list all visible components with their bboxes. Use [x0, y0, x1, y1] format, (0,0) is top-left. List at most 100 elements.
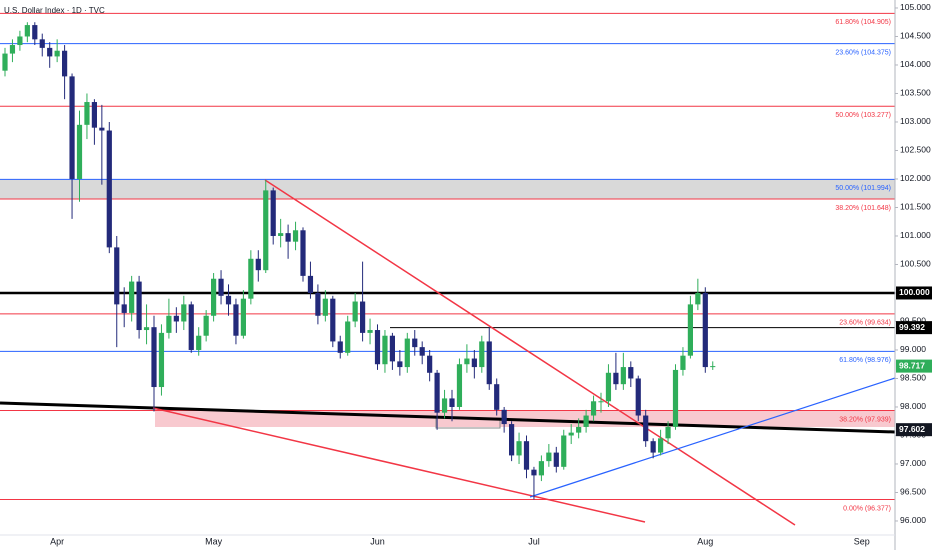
candle-body — [17, 36, 23, 46]
fib-label: 23.60% (99.634) — [839, 320, 891, 327]
candle-body — [106, 130, 112, 248]
y-tick-label: 101.500 — [900, 202, 931, 212]
candle-body — [263, 190, 269, 271]
price-tag-label: 97.602 — [899, 424, 925, 434]
candle-body — [561, 435, 567, 467]
candle-body — [360, 301, 366, 333]
candle-body — [509, 424, 515, 456]
candle-body — [278, 233, 284, 236]
candle-body — [2, 53, 8, 71]
candle-body — [270, 190, 276, 236]
fib-label: 50.00% (103.277) — [835, 112, 891, 119]
x-tick-label: May — [205, 536, 223, 546]
y-tick-label: 97.000 — [900, 458, 926, 468]
candles — [2, 22, 716, 500]
chart-title: U.S. Dollar Index · 1D · TVC — [4, 6, 105, 15]
price-tag — [896, 423, 932, 437]
candle-body — [151, 327, 157, 388]
candle-body — [158, 332, 165, 388]
y-tick-label: 98.500 — [900, 373, 926, 383]
candle-body — [568, 432, 574, 436]
resistance-trendline — [264, 179, 796, 526]
candle-body — [523, 441, 530, 470]
candle-body — [501, 409, 507, 425]
candle-body — [576, 426, 582, 433]
candle-body — [672, 369, 679, 427]
price-tag — [896, 359, 932, 373]
fib-label: 0.00% (96.377) — [843, 505, 891, 512]
candle-body — [315, 292, 321, 316]
candle-body — [687, 304, 693, 356]
y-tick-label: 103.000 — [900, 116, 931, 126]
y-tick-label: 96.000 — [900, 515, 926, 525]
candle-body — [434, 372, 440, 413]
candle-body — [635, 378, 641, 416]
candle-body — [553, 452, 559, 467]
fib-label: 23.60% (104.375) — [835, 49, 891, 56]
x-tick-label: Aug — [697, 536, 713, 546]
candle-body — [427, 355, 433, 373]
candle-body — [628, 367, 634, 379]
x-tick-label: Apr — [50, 536, 64, 546]
candle-body — [143, 327, 150, 331]
candle-body — [47, 47, 53, 57]
candle-body — [665, 426, 671, 439]
candle-body — [404, 338, 410, 368]
candle-body — [352, 301, 358, 322]
price-axis — [895, 0, 932, 550]
x-tick-label: Jul — [528, 536, 540, 546]
y-tick-label: 102.500 — [900, 145, 931, 155]
candle-body — [397, 361, 403, 368]
candle-body — [188, 304, 194, 350]
candle-body — [24, 25, 30, 37]
candle-body — [464, 358, 470, 365]
y-tick-label: 100.500 — [900, 259, 931, 269]
candle-body — [382, 335, 388, 365]
y-tick-label: 104.500 — [900, 31, 931, 41]
candle-body — [449, 398, 455, 407]
candle-body — [479, 341, 485, 368]
candle-body — [76, 124, 83, 179]
price-tag — [896, 286, 932, 300]
candle-body — [84, 102, 90, 125]
candle-body — [590, 401, 597, 416]
candle-body — [307, 275, 314, 293]
candle-body — [367, 330, 373, 333]
candle-body — [494, 384, 500, 410]
candle-body — [620, 367, 626, 385]
price-tag-label: 99.392 — [899, 322, 925, 332]
candle-body — [337, 341, 343, 353]
candle-body — [114, 247, 120, 305]
candle-body — [419, 347, 425, 356]
y-tick-label: 96.500 — [900, 487, 926, 497]
gray-zone — [0, 179, 895, 199]
candle-body — [129, 281, 135, 313]
fib-levels: 61.80% (104.905) 23.60% (104.375) 50.00% (… — [0, 12, 895, 512]
candle-body — [650, 441, 656, 453]
y-tick-label: 105.000 — [900, 2, 931, 12]
candle-body — [531, 469, 537, 476]
candle-body — [322, 298, 328, 316]
price-tag-label: 100.000 — [899, 287, 930, 297]
candle-body — [613, 372, 619, 385]
candle-body — [203, 315, 209, 336]
candle-body — [136, 281, 142, 331]
y-tick-label: 103.500 — [900, 88, 931, 98]
candle-body — [99, 127, 105, 131]
candle-body — [643, 415, 649, 442]
candle-body — [218, 278, 224, 296]
fib-label: 61.80% (104.905) — [835, 19, 891, 26]
y-tick-label: 104.000 — [900, 59, 931, 69]
candle-body — [516, 441, 522, 456]
candle-body — [9, 45, 16, 54]
candle-body — [196, 335, 202, 350]
candle-body — [69, 76, 75, 179]
fib-label: 38.20% (101.648) — [835, 205, 891, 212]
candle-body — [471, 358, 477, 368]
fib-label: 50.00% (101.994) — [835, 185, 891, 192]
candle-body — [255, 258, 261, 271]
x-tick-label: Jun — [370, 536, 385, 546]
